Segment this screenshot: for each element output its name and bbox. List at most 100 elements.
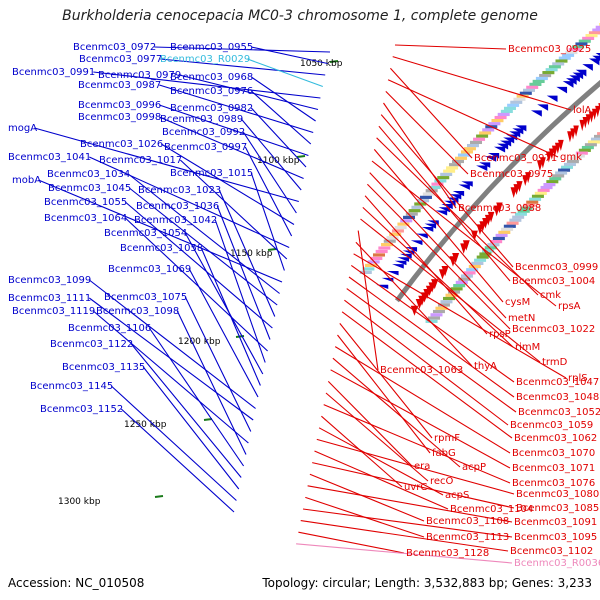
left-feature-label[interactable]: Bcenmc03_0991 xyxy=(12,67,95,78)
left-feature-label[interactable]: Bcenmc03_1058 xyxy=(120,243,203,254)
left-feature-label[interactable]: Bcenmc03_1055 xyxy=(44,197,127,208)
right-feature-label[interactable]: Bcenmc03_0925 xyxy=(508,44,591,55)
right-feature-label[interactable]: Bcenmc03_0988 xyxy=(458,203,541,214)
right-feature-label[interactable]: Bcenmc03_0999 xyxy=(515,262,598,273)
right-feature-label[interactable]: Bcenmc03_1004 xyxy=(512,276,595,287)
inner-annotation-block xyxy=(495,233,508,238)
left-feature-label[interactable]: Bcenmc03_0972 xyxy=(73,42,156,53)
right-feature-label[interactable]: era xyxy=(414,461,430,472)
right-feature-label[interactable]: cmk xyxy=(540,290,561,301)
left-feature-label[interactable]: Bcenmc03_1034 xyxy=(47,169,130,180)
right-feature-label[interactable]: metN xyxy=(508,313,535,324)
left-feature-label[interactable]: Bcenmc03_0992 xyxy=(162,127,245,138)
right-feature-label[interactable]: Bcenmc03_1062 xyxy=(514,433,597,444)
right-feature-label[interactable]: Bcenmc03_1095 xyxy=(514,532,597,543)
right-feature-label[interactable]: lolA xyxy=(573,105,592,116)
outer-annotation-block xyxy=(422,192,435,196)
outer-annotation-block xyxy=(585,34,598,38)
feature-tracks xyxy=(359,23,600,323)
left-feature-label[interactable]: Bcenmc03_1152 xyxy=(40,404,123,415)
left-feature-label[interactable]: Bcenmc03_0982 xyxy=(170,103,253,114)
left-feature-label[interactable]: Bcenmc03_0968 xyxy=(170,72,253,83)
left-feature-label[interactable]: Bcenmc03_1106 xyxy=(68,323,151,334)
right-feature-label[interactable]: Bcenmc03_1047 xyxy=(516,377,599,388)
left-feature-label[interactable]: Bcenmc03_1099 xyxy=(8,275,91,286)
left-feature-label[interactable]: Bcenmc03_1098 xyxy=(96,306,179,317)
right-feature-label[interactable]: Bcenmc03_0975 xyxy=(470,169,553,180)
right-feature-label[interactable]: Bcenmc03_1063 xyxy=(380,365,463,376)
right-feature-label[interactable]: rplS xyxy=(568,373,588,384)
right-feature-label[interactable]: rpmF xyxy=(434,433,460,444)
inner-annotation-block xyxy=(540,185,553,190)
left-feature-label[interactable]: Bcenmc03_1042 xyxy=(134,215,217,226)
inner-annotation-block xyxy=(537,188,550,193)
left-feature-label[interactable]: Bcenmc03_R0029 xyxy=(160,54,250,65)
left-leader-line xyxy=(38,179,283,283)
right-feature-label[interactable]: rpsA xyxy=(558,301,581,312)
left-feature-label[interactable]: Bcenmc03_0998 xyxy=(78,112,161,123)
right-feature-label[interactable]: Bcenmc03_1108 xyxy=(426,516,509,527)
right-feature-label[interactable]: Bcenmc03_1070 xyxy=(512,448,595,459)
left-feature-label[interactable]: Bcenmc03_1064 xyxy=(44,213,127,224)
left-feature-label[interactable]: Bcenmc03_0996 xyxy=(78,100,161,111)
right-feature-label[interactable]: Bcenmc03_1128 xyxy=(406,548,489,559)
left-feature-label[interactable]: Bcenmc03_1054 xyxy=(104,228,187,239)
left-feature-label[interactable]: Bcenmc03_1015 xyxy=(170,168,253,179)
right-feature-label[interactable]: Bcenmc03_1085 xyxy=(516,503,599,514)
left-feature-label[interactable]: Bcenmc03_1036 xyxy=(136,201,219,212)
left-feature-label[interactable]: Bcenmc03_1145 xyxy=(30,381,113,392)
left-feature-label[interactable]: Bcenmc03_1026 xyxy=(80,139,163,150)
right-feature-label[interactable]: acpP xyxy=(462,462,486,473)
right-feature-label[interactable]: uvrC xyxy=(404,482,427,493)
left-feature-label[interactable]: Bcenmc03_1045 xyxy=(48,183,131,194)
left-feature-label[interactable]: Bcenmc03_0997 xyxy=(164,142,247,153)
right-leader-line xyxy=(296,543,513,564)
left-leader-line xyxy=(250,107,307,168)
right-feature-label[interactable]: rpsP xyxy=(489,329,511,340)
right-feature-label[interactable]: cysM xyxy=(505,297,530,308)
left-feature-label[interactable]: Bcenmc03_1069 xyxy=(108,264,191,275)
right-leader-line xyxy=(344,299,509,426)
left-feature-label[interactable]: Bcenmc03_0976 xyxy=(170,86,253,97)
right-feature-label[interactable]: Bcenmc03_1059 xyxy=(510,420,593,431)
left-feature-label[interactable]: Bcenmc03_0979 xyxy=(98,70,181,81)
right-feature-label[interactable]: Bcenmc03_1113 xyxy=(426,532,509,543)
left-feature-label[interactable]: Bcenmc03_1119 xyxy=(12,306,95,317)
right-feature-label[interactable]: trmD xyxy=(542,357,568,368)
right-feature-label[interactable]: fabG xyxy=(432,448,456,459)
left-feature-label[interactable]: mobA xyxy=(12,175,41,186)
left-feature-label[interactable]: Bcenmc03_0955 xyxy=(170,42,253,53)
left-feature-label[interactable]: Bcenmc03_1017 xyxy=(99,155,182,166)
left-feature-label[interactable]: Bcenmc03_1041 xyxy=(8,152,91,163)
left-feature-label[interactable]: Bcenmc03_0989 xyxy=(160,114,243,125)
outer-annotation-block xyxy=(572,45,585,49)
left-feature-label[interactable]: Bcenmc03_1023 xyxy=(138,185,221,196)
left-feature-label[interactable]: Bcenmc03_1122 xyxy=(50,339,133,350)
right-feature-label[interactable]: Bcenmc03_1080 xyxy=(516,489,599,500)
right-feature-label[interactable]: Bcenmc03_1091 xyxy=(514,517,597,528)
left-feature-label[interactable]: Bcenmc03_0987 xyxy=(78,80,161,91)
right-feature-label[interactable]: Bcenmc03_1048 xyxy=(516,392,599,403)
right-feature-label[interactable]: Bcenmc03_1104 xyxy=(450,504,533,515)
left-feature-label[interactable]: Bcenmc03_1075 xyxy=(104,292,187,303)
left-feature-label[interactable]: mogA xyxy=(8,123,37,134)
outer-annotation-block xyxy=(381,243,394,247)
right-feature-label[interactable]: Bcenmc03_1071 xyxy=(512,463,595,474)
reverse-strand-feature xyxy=(570,128,576,140)
right-feature-label[interactable]: Bcenmc03_1076 xyxy=(512,478,595,489)
inner-annotation-block xyxy=(425,319,438,323)
left-feature-label[interactable]: Bcenmc03_1111 xyxy=(8,293,91,304)
left-feature-label[interactable]: Bcenmc03_1135 xyxy=(62,362,145,373)
right-feature-label[interactable]: Bcenmc03_R0036 xyxy=(514,558,600,569)
right-feature-label[interactable]: Bcenmc03_1022 xyxy=(512,324,595,335)
right-feature-label[interactable]: rimM xyxy=(515,342,540,353)
right-feature-label[interactable]: thyA xyxy=(474,361,497,372)
right-feature-label[interactable]: acpS xyxy=(445,490,469,501)
right-feature-label[interactable]: Bcenmc03_1102 xyxy=(510,546,593,557)
right-feature-label[interactable]: Bcenmc03_0971 xyxy=(474,153,557,164)
outer-annotation-block xyxy=(497,112,510,117)
right-feature-label[interactable]: Bcenmc03_1052 xyxy=(518,407,600,418)
right-feature-label[interactable]: gmk xyxy=(560,152,582,163)
right-feature-label[interactable]: recO xyxy=(430,476,454,487)
left-feature-label[interactable]: Bcenmc03_0977 xyxy=(79,54,162,65)
